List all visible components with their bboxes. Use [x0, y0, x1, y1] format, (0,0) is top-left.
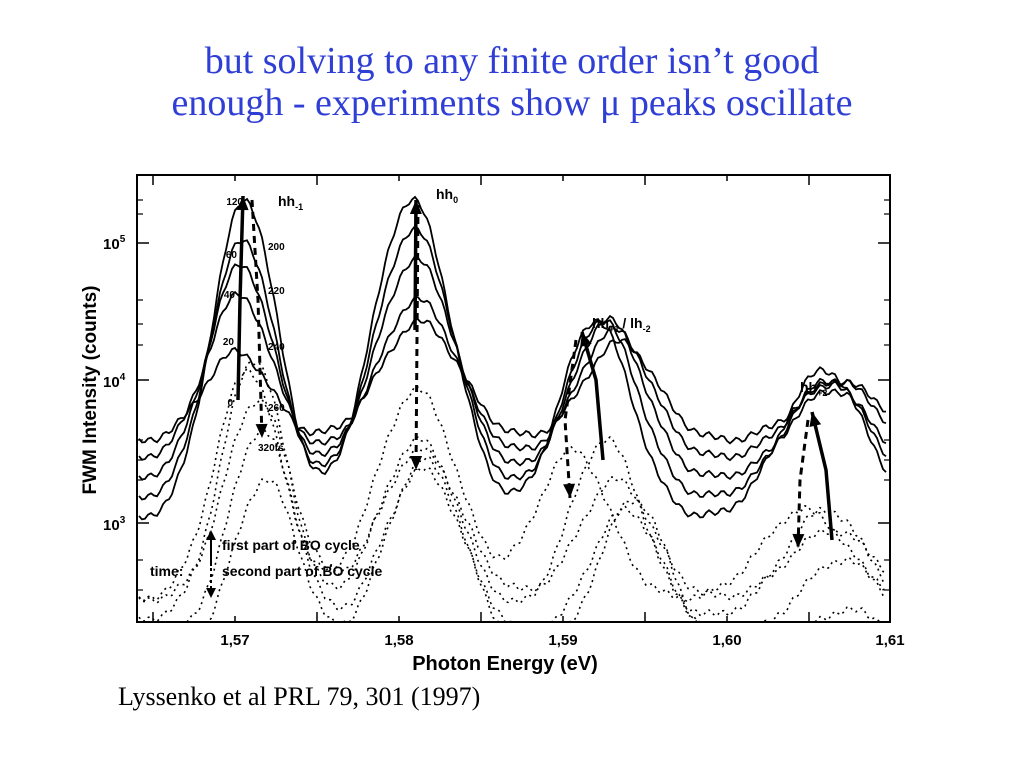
y-axis-label: FWM Intensity (counts): [80, 286, 101, 495]
delay-label: 0: [227, 398, 233, 409]
hh1-rise-arrow: [580, 331, 605, 461]
peak-label-hh2: hh+2: [800, 379, 827, 398]
delay-label: 20: [223, 337, 235, 348]
x-axis-label: Photon Energy (eV): [412, 653, 598, 675]
delay-label: 240: [268, 342, 285, 353]
hh-1-fall-arrow: [250, 199, 264, 439]
plot-frame: [136, 174, 891, 623]
delay-label: 200: [268, 242, 285, 253]
slide-title: but solving to any finite order isn’t go…: [0, 40, 1024, 124]
y-tick-label: 105: [103, 234, 126, 253]
delay-label: 40: [224, 290, 236, 301]
y-tick-label: 103: [103, 515, 126, 534]
axis-ticks: [137, 175, 890, 622]
delay-label: 220: [268, 286, 285, 297]
legend-prefix: time:: [150, 563, 183, 579]
x-tick-label: 1,58: [384, 632, 413, 649]
citation: Lyssenko et al PRL 79, 301 (1997): [118, 682, 481, 711]
hh0-fall-arrow: [414, 204, 420, 471]
delay-label: 320fs: [258, 443, 284, 454]
x-tick-label: 1,57: [220, 632, 249, 649]
hh1-fall-arrow-head: [563, 483, 576, 498]
x-tick-label: 1,59: [548, 632, 577, 649]
legend-dashed-arrowhead: [206, 588, 216, 598]
delay-label: 120: [226, 197, 243, 208]
hh-1-fall-arrow-head: [255, 423, 268, 438]
legend-solid-arrowhead: [206, 530, 216, 540]
y-tick-label: 104: [103, 372, 126, 391]
x-tick-label: 1,60: [712, 632, 741, 649]
solid-spectrum-line: [138, 224, 887, 501]
solid-spectrum-line: [138, 195, 887, 521]
solid-spectrum-line: [138, 317, 887, 445]
spectra-curves: [138, 195, 887, 623]
hh-1-rise-arrow: [236, 195, 245, 401]
hh2-rise-arrow: [810, 411, 834, 541]
peak-label-hh1-lh2: hh+1/ lh-2: [592, 315, 651, 334]
solid-spectrum-line: [138, 254, 887, 481]
legend-second-part: second part of BO cycle: [222, 563, 382, 579]
slide-title-line-2: enough - experiments show μ peaks oscill…: [171, 82, 853, 124]
dotted-spectrum-line: [138, 361, 887, 623]
dotted-spectrum-line: [139, 456, 886, 623]
delay-label: 260: [268, 403, 285, 414]
hh1-rise-arrow-head: [580, 332, 592, 348]
slide-title-line-1: but solving to any finite order isn’t go…: [204, 40, 820, 82]
dotted-spectrum-line: [139, 426, 887, 623]
legend-first-part: first part of BO cycle: [222, 537, 360, 553]
hh0-fall-arrow-head: [410, 455, 423, 470]
legend: time: first part of BO cycle second part…: [150, 530, 382, 598]
dotted-spectrum-line: [138, 367, 887, 604]
hh2-fall-arrow: [796, 419, 810, 549]
hh-1-rise-arrow-head: [236, 196, 249, 211]
hh0-rise-arrow: [413, 199, 418, 331]
hh1-fall-arrow: [563, 339, 578, 499]
x-tick-label: 1,61: [875, 632, 904, 649]
hh2-rise-arrow-head: [809, 412, 822, 428]
delay-label: 60: [226, 250, 238, 261]
peak-shift-arrows: [236, 195, 834, 549]
solid-spectrum-line: [138, 290, 887, 462]
peak-label-hh0: hh0: [436, 186, 458, 205]
hh2-fall-arrow-head: [792, 533, 805, 548]
peak-label-hh-1: hh-1: [278, 193, 303, 212]
